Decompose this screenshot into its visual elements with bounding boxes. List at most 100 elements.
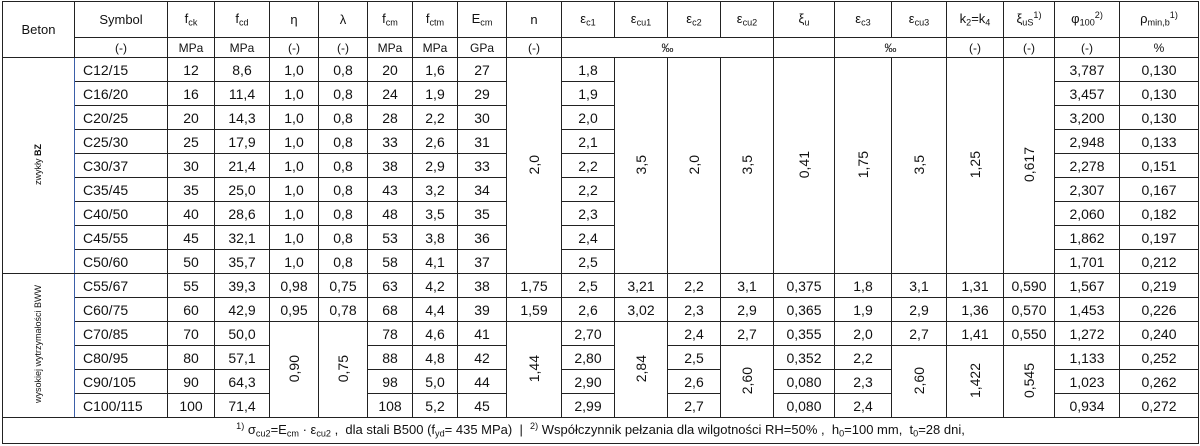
value-cell: 64,3: [214, 369, 270, 394]
vertical-text: 2,60: [911, 366, 927, 395]
unit-cell: (-): [1054, 37, 1120, 58]
data-row: C30/37 30 21,4 1,0 0,8 38 2,9 33 2,2 2,278 0,151: [3, 153, 1199, 178]
value-cell: 1,9: [561, 81, 615, 106]
value-cell: 0,8: [318, 57, 368, 82]
value-cell: 100: [167, 393, 215, 418]
value-cell: 2,6: [561, 297, 615, 322]
value-cell: 1,0: [269, 177, 319, 202]
text-segment: E: [471, 10, 481, 26]
value-cell: 1,41: [946, 321, 1004, 346]
value-cell: 1,272: [1054, 321, 1120, 346]
value-cell: 2,60: [891, 345, 947, 418]
header-cell: ξuS1): [1003, 1, 1055, 38]
value-cell: 1,0: [269, 57, 319, 82]
vertical-text: 0,41: [796, 150, 812, 179]
value-cell: 0,545: [1003, 345, 1055, 418]
text-segment: zwykły: [33, 156, 43, 186]
text-segment: ρ: [1140, 11, 1148, 27]
value-cell: 0,130: [1119, 105, 1199, 130]
value-cell: 44: [457, 369, 507, 394]
text-segment: c2: [692, 17, 702, 28]
text-segment: c3: [861, 17, 871, 28]
value-cell: 0,570: [1003, 297, 1055, 322]
vertical-text: 2,0: [686, 154, 702, 175]
value-cell: 0,90: [269, 321, 319, 418]
value-cell: 1,0: [269, 249, 319, 274]
value-cell: 25,0: [214, 177, 270, 202]
text-segment: f: [382, 10, 386, 26]
value-cell: 2,6: [412, 129, 458, 154]
value-cell: 108: [367, 393, 413, 418]
text-segment: 100: [1079, 17, 1095, 28]
value-cell: 68: [367, 297, 413, 322]
value-cell: 0,8: [318, 225, 368, 250]
value-cell: 27: [457, 57, 507, 82]
text-segment: uS: [1022, 17, 1034, 28]
value-cell: 1,0: [269, 81, 319, 106]
value-cell: 2,2: [834, 345, 892, 370]
data-row: C80/95 80 57,1 88 4,8 42 2,80 2,5 2,60 0,352 2,2 2,…: [3, 345, 1199, 418]
unit-cell: %: [1119, 37, 1199, 58]
vertical-text: wysokiej wytrzymałości BWW: [33, 285, 43, 403]
value-cell: 20: [167, 105, 215, 130]
vertical-text: 0,90: [286, 354, 302, 383]
value-cell: 0,550: [1003, 321, 1055, 346]
data-row: zwykły BZ C12/15 12 8,6 1,0 0,8 20 1,6 27 2,0 1,8 3…: [2, 57, 1199, 274]
text-segment: ε: [908, 10, 915, 26]
value-cell: 3,02: [614, 297, 668, 322]
value-cell: 0,78: [318, 297, 368, 322]
text-segment: =E: [270, 422, 287, 438]
header-cell: εcu1: [614, 1, 668, 38]
value-cell: 2,307: [1054, 177, 1120, 202]
unit-cell: MPa: [167, 37, 215, 58]
vertical-text: 1,422: [967, 362, 983, 399]
value-cell: 0,151: [1119, 153, 1199, 178]
text-segment: =k: [971, 10, 986, 26]
header-cell: εc3: [834, 1, 892, 38]
value-cell: 1,75: [506, 273, 562, 298]
text-segment: BZ: [33, 144, 43, 156]
header-cell: fctm: [412, 1, 458, 38]
vertical-text: 3,5: [739, 154, 755, 175]
value-cell: 2,9: [720, 297, 774, 322]
value-cell: 0,240: [1119, 321, 1199, 346]
value-cell: 80: [167, 345, 215, 370]
value-cell: 1,862: [1054, 225, 1120, 250]
value-cell: 0,167: [1119, 177, 1199, 202]
value-cell: 2,4: [667, 321, 721, 346]
value-cell: 70: [167, 321, 215, 346]
value-cell: 2,5: [561, 249, 615, 274]
value-cell: 2,84: [614, 321, 668, 418]
header-row: Beton Symbol fck fcd η λ fcm fctm Ecm n εc1 εcu1 εc2…: [2, 1, 1199, 58]
value-cell: 31: [457, 129, 507, 154]
text-segment: ξ: [1016, 11, 1023, 27]
text-segment: φ: [1071, 11, 1080, 27]
value-cell: 0,355: [773, 321, 835, 346]
data-row: C50/60 50 35,7 1,0 0,8 58 4,1 37 2,5 1,701 0,212: [3, 249, 1199, 274]
value-cell: 3,2: [412, 177, 458, 202]
value-cell: 50: [167, 249, 215, 274]
value-cell: 3,1: [891, 273, 947, 298]
value-cell: 78: [367, 321, 413, 346]
value-cell: 0,8: [318, 177, 368, 202]
data-row: C60/75 60 42,9 0,95 0,78 68 4,4 39 1,59 2,6 3,02 2,…: [3, 297, 1199, 322]
vertical-text: 3,5: [633, 154, 649, 175]
vertical-text: 1,44: [526, 354, 542, 383]
text-segment: Beton: [21, 22, 56, 37]
value-cell: 2,4: [561, 225, 615, 250]
unit-cell: MPa: [214, 37, 270, 58]
value-cell: 3,8: [412, 225, 458, 250]
empty-cell: [773, 37, 835, 58]
text-segment: cd: [239, 17, 249, 28]
text-segment: ε: [736, 10, 743, 26]
value-cell: 3,1: [720, 273, 774, 298]
value-cell: 0,262: [1119, 369, 1199, 394]
unit-cell: ‰: [561, 37, 774, 58]
value-cell: 0,8: [318, 105, 368, 130]
value-cell: 55: [167, 273, 215, 298]
value-cell: 2,060: [1054, 201, 1120, 226]
value-cell: 48: [367, 201, 413, 226]
header-cell: Symbol: [74, 1, 168, 38]
value-cell: 0,212: [1119, 249, 1199, 274]
